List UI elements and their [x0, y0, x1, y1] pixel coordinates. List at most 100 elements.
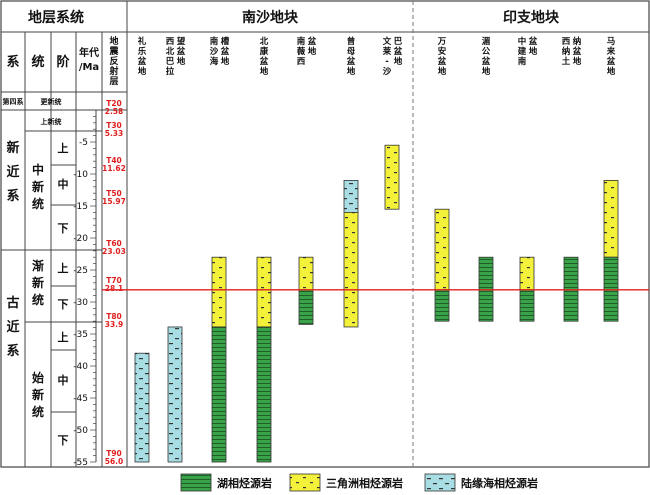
stage-oligocene-1: 下 — [58, 298, 69, 311]
system-paleogene-char: 系 — [6, 343, 19, 359]
seismic-header-char: 反 — [109, 55, 118, 67]
series-eocene: 始新统 — [32, 370, 44, 419]
basin-headers: 礼乐盆地西北巴拉望盆地南沙海槽盆地北康盆地南薇西盆地曾母盆地文莱-沙巴盆地万安盆… — [137, 36, 616, 77]
series-eocene-char: 统 — [32, 404, 44, 419]
basin-name-char: 曾 — [347, 36, 356, 47]
basin-name-char: 地 — [347, 66, 356, 77]
basin-name-char: 地 — [221, 56, 230, 67]
age-tick-label: -35 — [73, 330, 88, 340]
basin-name-char: 盆 — [572, 46, 582, 57]
basin-bar-lake — [256, 326, 272, 463]
age-tick-label: -55 — [73, 458, 88, 468]
basin-name-char: 盆 — [346, 56, 356, 67]
basin-name-char: 地 — [177, 56, 186, 67]
basin-name-char: 盆 — [437, 56, 447, 67]
basin-name-char: 土 — [562, 56, 571, 67]
basin-name-char: 南 — [518, 56, 527, 67]
basin-name-char: - — [385, 57, 389, 67]
stage-eocene-2: 下 — [58, 434, 69, 447]
basin-name-char: 盆 — [137, 56, 147, 67]
basin-name-char: 莱 — [383, 46, 392, 57]
system-paleogene-char: 近 — [6, 319, 19, 335]
basin-bar-lake — [519, 289, 535, 322]
basin-name-char: 巴 — [394, 37, 403, 47]
basin-bar-delta — [434, 208, 450, 291]
series-miocene-char: 中 — [32, 162, 44, 177]
age-tick-label: -15 — [73, 202, 88, 212]
series-eocene-char: 始 — [32, 370, 44, 385]
basin-name-char: 公 — [482, 47, 491, 57]
basin-name-char: 西 — [166, 37, 175, 47]
reflector-age: 15.97 — [102, 197, 126, 206]
seismic-header-char: 射 — [108, 65, 118, 77]
basin-bar-marine — [343, 179, 359, 213]
series-miocene-char: 统 — [32, 196, 44, 211]
legend-label-marine: 陆缘海相烃源岩 — [461, 476, 538, 490]
series-miocene: 中新统 — [32, 162, 44, 211]
basin-name-char: 地 — [438, 66, 447, 77]
basin-name-char: 地 — [607, 66, 616, 77]
age-tick-label: -25 — [73, 266, 88, 276]
basin-name-char: 盆 — [481, 56, 491, 67]
basin-name-char: 薇 — [296, 46, 306, 57]
basin-name-char: 北 — [166, 46, 175, 57]
series-oligocene: 渐新统 — [32, 258, 44, 307]
legend-swatch-lake — [180, 473, 212, 492]
basin-bar-lake — [298, 289, 314, 325]
basin-bar-delta — [211, 256, 227, 328]
basin-name-char: 文 — [383, 36, 392, 47]
basin-name-char: 安 — [438, 46, 447, 57]
legend-label-lake: 湖相烃源岩 — [217, 476, 272, 490]
col-tong: 统 — [31, 54, 44, 70]
basin-name-char: 湄 — [482, 36, 491, 47]
legend-label-delta: 三角洲相烃源岩 — [326, 476, 403, 490]
age-tick-label: -30 — [73, 298, 88, 308]
reflector-age: 2.58 — [105, 107, 124, 116]
col-xi: 系 — [6, 54, 19, 70]
basin-name-char: 乐 — [138, 46, 147, 57]
stage-miocene-1: 中 — [58, 177, 69, 191]
reflector-code: T70 — [106, 276, 122, 285]
basin-name-char: 盆 — [528, 36, 538, 47]
basin-bar-marine — [134, 352, 150, 463]
system-quaternary: 第四系 — [3, 97, 24, 106]
legend-swatch-marine — [424, 473, 456, 492]
basin-name-char: 地 — [482, 66, 491, 77]
basin-name-char: 盆 — [307, 36, 317, 47]
series-pliocene: 上新统 — [41, 117, 62, 126]
reflector-code: T20 — [106, 99, 122, 108]
basin-name-char: 巴 — [166, 57, 175, 67]
basin-bar-delta — [256, 256, 272, 328]
series-oligocene-char: 渐 — [32, 258, 44, 273]
legend: 湖相烃源岩 三角洲相烃源岩 陆缘海相烃源岩 — [180, 473, 538, 492]
stage-miocene-2: 下 — [58, 222, 69, 235]
system-paleogene-char: 古 — [6, 295, 19, 311]
basin-name-char: 望 — [177, 36, 186, 47]
col-age-line1: 年代 — [79, 46, 99, 59]
seismic-header-char: 层 — [109, 76, 118, 87]
basin-name-char: 万 — [437, 37, 447, 47]
stage-eocene-0: 上 — [58, 330, 69, 344]
basin-name-char: 盆 — [393, 46, 403, 57]
series-eocene-char: 新 — [32, 387, 44, 402]
basin-bar-delta — [298, 256, 314, 291]
reflector-code: T40 — [106, 156, 122, 165]
col-jie: 阶 — [56, 54, 70, 70]
basin-bar-marine — [167, 326, 183, 463]
basin-name-char: 盆 — [606, 56, 616, 67]
reflector-code: T90 — [106, 449, 122, 458]
basin-name-char: 沙 — [210, 47, 219, 57]
basin-name-char: 纳 — [562, 46, 571, 57]
reflector-code: T50 — [106, 189, 122, 198]
system-neogene: 新近系 — [6, 140, 19, 204]
basin-name-char: 康 — [260, 46, 269, 57]
region-a-title: 南沙地块 — [242, 9, 299, 26]
reflector-age: 28.1 — [105, 284, 124, 293]
col-age-line2: /Ma — [79, 62, 99, 73]
age-tick-label: -50 — [73, 426, 88, 436]
basin-name-char: 沙 — [383, 67, 392, 77]
outer-frame — [0, 0, 650, 468]
basin-name-char: 北 — [260, 36, 269, 47]
